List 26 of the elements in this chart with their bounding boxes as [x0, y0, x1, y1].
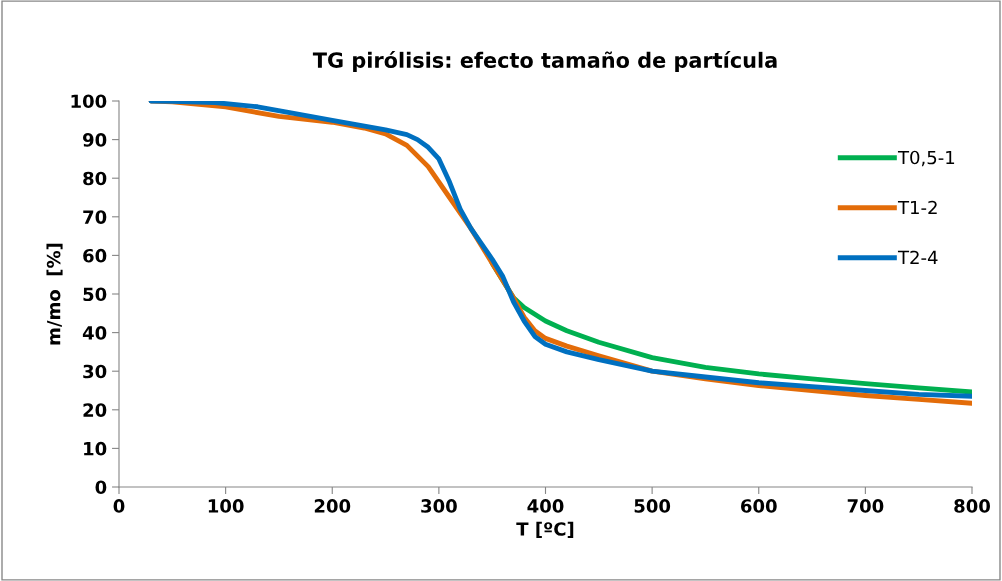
y-tick-label: 20	[83, 403, 107, 417]
x-tick-label: 200	[314, 499, 351, 513]
x-tick-label: 800	[954, 499, 990, 513]
y-tick-label: 70	[83, 210, 107, 224]
x-tick-label: 300	[421, 499, 457, 513]
x-tick-label: 100	[208, 499, 244, 513]
y-tick-label: 50	[83, 287, 107, 302]
y-tick-label: 0	[95, 480, 107, 495]
y-tick-label: 100	[71, 94, 107, 109]
y-tick-label: 30	[83, 364, 107, 379]
y-tick-label: 10	[84, 441, 107, 456]
y-tick-label: 40	[82, 326, 107, 340]
chart-title: TG pirólisis: efecto tamaño de partícula	[312, 51, 777, 72]
x-axis-title: T [ºC]	[516, 521, 574, 538]
x-tick-label: 500	[634, 499, 671, 513]
legend-label: T2-4	[897, 250, 938, 265]
x-tick-label: 400	[527, 499, 564, 513]
y-tick-label: 60	[83, 248, 107, 263]
y-tick-label: 80	[83, 171, 107, 186]
x-tick-label: 700	[847, 499, 884, 513]
x-tick-label: 0	[113, 499, 125, 513]
x-tick-label: 600	[741, 499, 777, 513]
y-tick-label: 90	[83, 133, 107, 147]
y-axis-title: m/mo [%]	[46, 243, 63, 345]
legend-label: T1-2	[897, 200, 937, 215]
legend-label: T0,5-1	[897, 150, 955, 167]
